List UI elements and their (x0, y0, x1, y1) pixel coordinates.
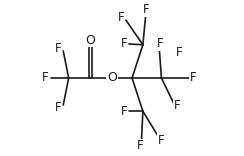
Text: O: O (85, 34, 95, 47)
Text: F: F (157, 37, 163, 51)
Text: F: F (176, 46, 183, 59)
Text: F: F (136, 139, 143, 152)
Text: F: F (158, 134, 165, 147)
Text: F: F (121, 37, 128, 51)
Text: F: F (173, 99, 180, 112)
Text: F: F (121, 105, 128, 118)
Text: O: O (107, 71, 117, 85)
Text: F: F (143, 3, 150, 16)
Text: F: F (190, 71, 196, 85)
Text: F: F (42, 71, 49, 85)
Text: F: F (118, 11, 124, 24)
Text: F: F (54, 101, 61, 114)
Text: F: F (54, 42, 61, 55)
